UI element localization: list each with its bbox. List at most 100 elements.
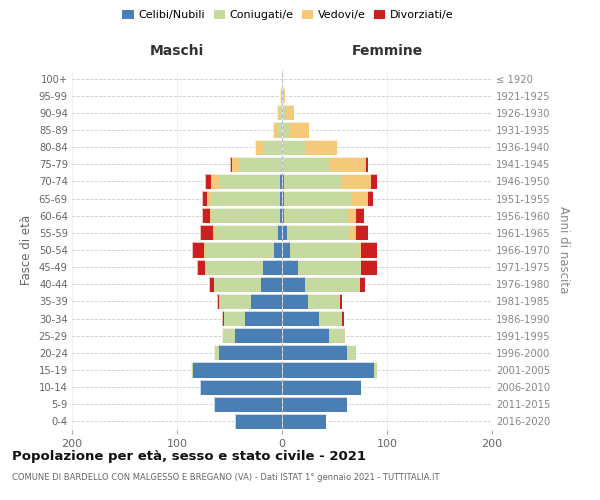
Bar [282,208,284,224]
Bar [282,276,365,292]
Bar [282,156,366,172]
Bar [280,191,282,206]
Bar [282,362,377,378]
Bar [240,156,282,172]
Bar [251,294,282,309]
Bar [282,122,310,138]
Bar [282,156,329,172]
Bar [277,106,282,120]
Bar [232,156,282,172]
Bar [263,260,282,274]
Bar [282,226,368,240]
Bar [214,346,282,360]
Bar [282,346,355,360]
Bar [212,191,282,206]
Bar [282,328,345,344]
Bar [219,174,282,189]
Bar [282,362,374,378]
Bar [282,122,290,138]
Bar [191,362,282,378]
Bar [235,414,282,429]
Bar [229,156,282,172]
Text: COMUNE DI BARDELLO CON MALGESSO E BREGANO (VA) - Dati ISTAT 1° gennaio 2021 - TU: COMUNE DI BARDELLO CON MALGESSO E BREGAN… [12,472,439,482]
Bar [282,88,285,104]
Bar [280,174,282,189]
Bar [202,208,282,224]
Text: Popolazione per età, sesso e stato civile - 2021: Popolazione per età, sesso e stato civil… [12,450,366,463]
Bar [282,242,377,258]
Bar [254,140,282,154]
Bar [254,140,282,154]
Bar [280,106,282,120]
Bar [219,294,282,309]
Bar [202,191,282,206]
Bar [282,396,347,412]
Bar [282,328,345,344]
Bar [282,311,342,326]
Bar [209,208,282,224]
Bar [222,328,282,344]
Bar [274,242,282,258]
Bar [211,174,282,189]
Bar [282,380,361,394]
Bar [282,242,359,258]
Bar [282,174,371,189]
Bar [229,156,282,172]
Bar [282,346,355,360]
Bar [282,346,355,360]
Bar [214,396,282,412]
Bar [200,226,282,240]
Bar [282,328,329,344]
Bar [224,311,282,326]
Bar [205,260,282,274]
Bar [277,106,282,120]
Bar [222,328,282,344]
Bar [282,414,326,429]
Bar [214,396,282,412]
Bar [191,362,282,378]
Bar [214,346,282,360]
Bar [214,276,282,292]
Bar [282,396,347,412]
Text: Femmine: Femmine [352,44,422,58]
Bar [282,156,368,172]
Bar [282,226,350,240]
Bar [263,140,282,154]
Bar [282,276,365,292]
Bar [282,311,342,326]
Bar [282,294,342,309]
Bar [272,122,282,138]
Bar [282,226,287,240]
Bar [282,191,284,206]
Bar [245,311,282,326]
Bar [205,242,282,258]
Bar [222,328,282,344]
Bar [197,260,282,274]
Bar [235,328,282,344]
Bar [214,396,282,412]
Bar [282,380,361,394]
Bar [282,346,347,360]
Bar [282,226,355,240]
Bar [282,260,377,274]
Bar [200,380,282,394]
Bar [272,122,282,138]
Bar [282,174,377,189]
Bar [282,106,293,120]
Bar [235,414,282,429]
Bar [282,362,377,378]
Bar [222,311,282,326]
Bar [280,208,282,224]
Bar [282,191,373,206]
Bar [191,362,282,378]
Bar [197,260,282,274]
Bar [272,122,282,138]
Bar [282,208,364,224]
Bar [192,242,282,258]
Bar [200,380,282,394]
Bar [214,396,282,412]
Bar [282,191,368,206]
Bar [282,396,347,412]
Bar [282,260,361,274]
Bar [215,226,282,240]
